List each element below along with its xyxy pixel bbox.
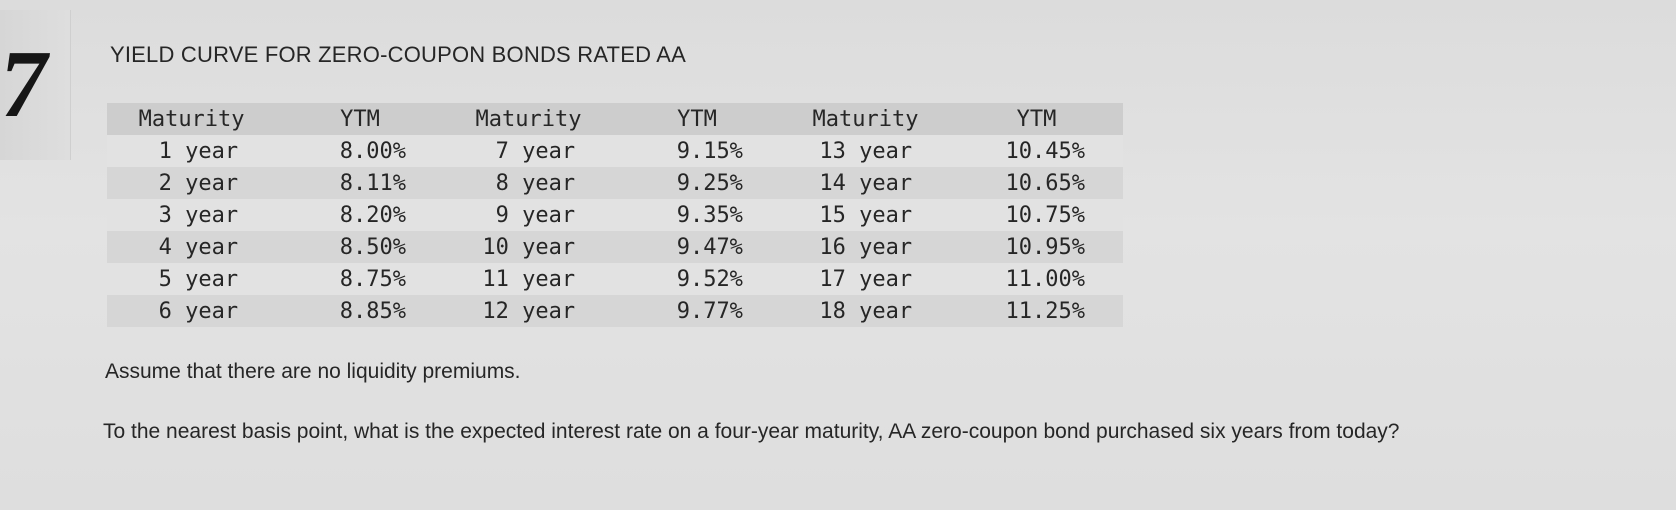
maturity-cell: 16 year (819, 234, 913, 260)
maturity-cell: 18 year (819, 298, 913, 324)
table-row: 1 year 8.00% 7 year 9.15% 13 year 10.45% (107, 135, 1123, 167)
table-row: 3 year 8.20% 9 year 9.35% 15 year 10.75% (107, 199, 1123, 231)
ytm-cell: 8.11% (339, 170, 406, 196)
ytm-cell: 9.52% (676, 266, 743, 292)
maturity-cell: 10 year (482, 234, 576, 260)
ytm-cell: 10.95% (1005, 234, 1085, 260)
ytm-cell: 10.75% (1005, 202, 1085, 228)
table-header-row: Maturity YTM Maturity YTM Maturity YTM (107, 103, 1123, 135)
maturity-cell: 11 year (482, 266, 576, 292)
header-maturity: Maturity (812, 106, 919, 132)
maturity-cell: 6 year (158, 298, 239, 324)
ytm-cell: 9.77% (676, 298, 743, 324)
maturity-cell: 3 year (158, 202, 239, 228)
yield-curve-table: Maturity YTM Maturity YTM Maturity YTM 1… (107, 103, 1123, 327)
maturity-cell: 15 year (819, 202, 913, 228)
table-row: 2 year 8.11% 8 year 9.25% 14 year 10.65% (107, 167, 1123, 199)
table-row: 5 year 8.75% 11 year 9.52% 17 year 11.00… (107, 263, 1123, 295)
maturity-cell: 4 year (158, 234, 239, 260)
maturity-cell: 1 year (158, 138, 239, 164)
maturity-cell: 13 year (819, 138, 913, 164)
ytm-cell: 8.00% (339, 138, 406, 164)
ytm-cell: 8.85% (339, 298, 406, 324)
table-row: 6 year 8.85% 12 year 9.77% 18 year 11.25… (107, 295, 1123, 327)
maturity-cell: 5 year (158, 266, 239, 292)
maturity-cell: 17 year (819, 266, 913, 292)
header-ytm: YTM (677, 106, 717, 132)
ytm-cell: 10.65% (1005, 170, 1085, 196)
ytm-cell: 9.25% (676, 170, 743, 196)
ytm-cell: 9.35% (676, 202, 743, 228)
ytm-cell: 9.15% (676, 138, 743, 164)
table-title: YIELD CURVE FOR ZERO-COUPON BONDS RATED … (110, 42, 687, 67)
maturity-cell: 2 year (158, 170, 239, 196)
header-maturity: Maturity (138, 106, 245, 132)
page-edge (0, 10, 71, 160)
ytm-cell: 9.47% (676, 234, 743, 260)
table-row: 4 year 8.50% 10 year 9.47% 16 year 10.95… (107, 231, 1123, 263)
maturity-cell: 14 year (819, 170, 913, 196)
maturity-cell: 9 year (495, 202, 576, 228)
ytm-cell: 8.75% (339, 266, 406, 292)
maturity-cell: 7 year (495, 138, 576, 164)
header-maturity: Maturity (475, 106, 582, 132)
ytm-cell: 10.45% (1005, 138, 1085, 164)
maturity-cell: 12 year (482, 298, 576, 324)
assumption-note: Assume that there are no liquidity premi… (105, 360, 521, 383)
ytm-cell: 11.25% (1005, 298, 1085, 324)
question-text: To the nearest basis point, what is the … (103, 420, 1400, 443)
ytm-cell: 8.50% (339, 234, 406, 260)
header-ytm: YTM (1016, 106, 1057, 132)
maturity-cell: 8 year (495, 170, 576, 196)
ytm-cell: 11.00% (1005, 266, 1085, 292)
ytm-cell: 8.20% (339, 202, 406, 228)
header-ytm: YTM (340, 106, 380, 132)
